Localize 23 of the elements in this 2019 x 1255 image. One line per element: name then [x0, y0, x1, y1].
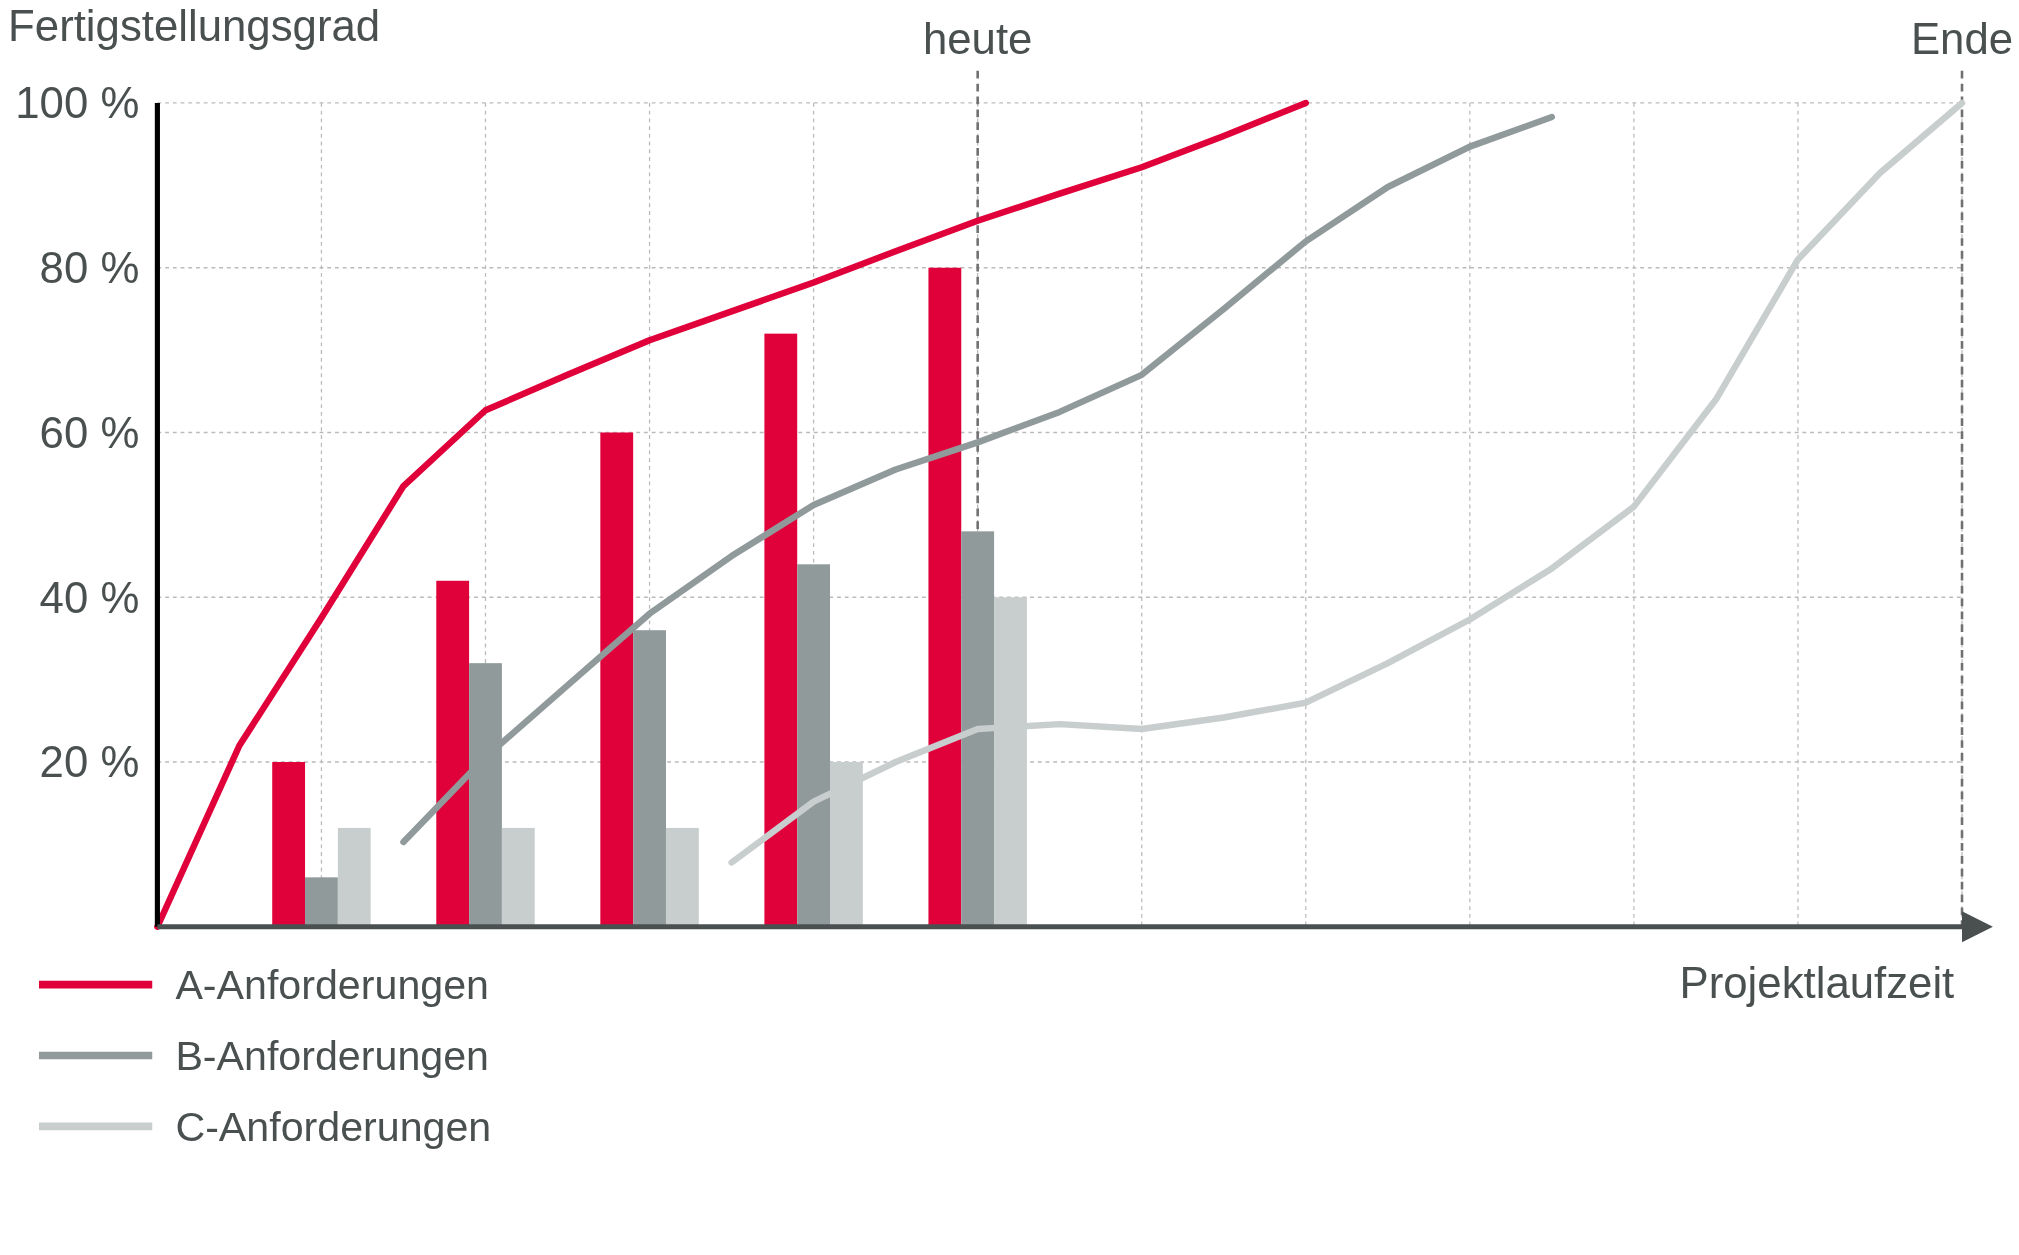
- y-tick-label: 40 %: [39, 572, 140, 622]
- y-tick-label: 100 %: [15, 78, 140, 128]
- y-tick-label: 20 %: [39, 737, 140, 787]
- bar: [337, 827, 371, 927]
- y-tick-label: 80 %: [39, 243, 140, 293]
- bar: [600, 432, 634, 927]
- y-axis-title: Fertigstellungsgrad: [8, 1, 381, 51]
- x-axis-title: Projektlaufzeit: [1679, 957, 1955, 1007]
- y-tick-label: 60 %: [39, 407, 140, 457]
- legend-label: C-Anforderungen: [175, 1103, 492, 1150]
- bar: [928, 267, 962, 927]
- bar: [305, 877, 338, 927]
- bar: [436, 580, 470, 927]
- bar: [501, 827, 535, 927]
- bar: [797, 564, 831, 927]
- bar: [665, 827, 699, 927]
- legend-label: A-Anforderungen: [175, 962, 489, 1009]
- text: heute: [922, 14, 1033, 64]
- bar: [272, 762, 306, 927]
- bar: [764, 333, 798, 927]
- text: Ende: [1910, 14, 2014, 64]
- bar: [961, 531, 995, 927]
- legend-label: B-Anforderungen: [175, 1032, 489, 1079]
